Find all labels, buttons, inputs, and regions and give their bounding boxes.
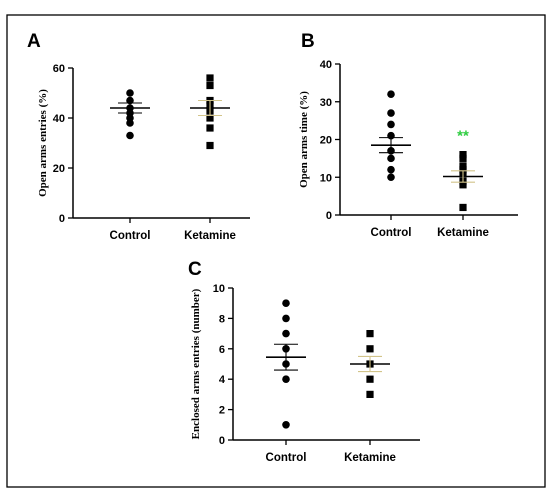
data-point	[387, 109, 395, 117]
y-tick-label: 6	[219, 344, 225, 356]
data-point	[126, 96, 134, 105]
data-point	[387, 90, 395, 98]
data-point	[206, 81, 214, 90]
y-tick-label: 20	[320, 135, 332, 147]
data-point	[206, 114, 214, 122]
data-point	[459, 151, 467, 159]
y-axis-label: Enclosed arms entries (number)	[190, 288, 202, 439]
panel-a: A 0 20 40 60 Control Ketamine Open arms entries…	[27, 31, 250, 242]
x-category-label: Ketamine	[344, 452, 396, 464]
panel-letter: A	[27, 31, 41, 52]
y-tick-label: 4	[219, 374, 226, 386]
data-point	[459, 181, 467, 189]
x-category-label: Control	[110, 230, 151, 242]
y-tick-label: 40	[320, 59, 332, 71]
significance-label: **	[457, 128, 469, 145]
y-tick-label: 60	[53, 63, 65, 75]
x-category-label: Ketamine	[437, 227, 489, 239]
y-tick-label: 10	[213, 283, 225, 295]
data-point	[387, 120, 395, 129]
data-point	[459, 162, 467, 170]
data-point	[282, 421, 290, 429]
y-axis-label: Open arms entries (%)	[37, 89, 49, 197]
figure-frame	[6, 14, 546, 488]
data-point	[387, 173, 395, 182]
x-category-label: Control	[266, 452, 307, 464]
data-point	[126, 119, 134, 127]
panel-b: B 0 10 20 30 40 Control Ketamine Open arms time …	[298, 31, 518, 239]
data-point	[366, 375, 374, 383]
panel-letter: C	[188, 259, 202, 280]
data-point	[282, 329, 290, 338]
data-point	[126, 131, 134, 140]
y-tick-label: 30	[320, 97, 332, 109]
data-point	[366, 345, 374, 353]
data-point	[206, 141, 214, 150]
y-tick-label: 40	[53, 113, 65, 125]
y-tick-label: 0	[326, 210, 332, 222]
data-point	[126, 89, 134, 97]
data-point	[459, 166, 467, 174]
x-category-label: Ketamine	[184, 230, 236, 242]
y-tick-label: 0	[59, 213, 65, 225]
y-tick-label: 8	[219, 313, 225, 325]
data-point	[282, 314, 290, 323]
y-axis-label: Open arms time (%)	[298, 91, 310, 188]
data-point	[387, 154, 395, 163]
data-point	[206, 74, 214, 82]
data-point	[366, 330, 374, 338]
data-point	[282, 375, 290, 384]
data-point	[387, 165, 395, 174]
panel-letter: B	[301, 31, 315, 52]
x-category-label: Control	[371, 227, 412, 239]
y-tick-label: 10	[320, 172, 332, 184]
y-tick-label: 0	[219, 435, 225, 447]
y-tick-label: 2	[219, 405, 225, 417]
y-tick-label: 20	[53, 163, 65, 175]
data-point	[459, 154, 467, 162]
data-point	[459, 203, 467, 212]
data-point	[206, 124, 214, 132]
data-point	[366, 390, 374, 398]
panel-c: C 0 2 4 6 8 10 Control Ketamine Enclosed arms ent…	[188, 259, 420, 464]
data-point	[282, 299, 290, 308]
